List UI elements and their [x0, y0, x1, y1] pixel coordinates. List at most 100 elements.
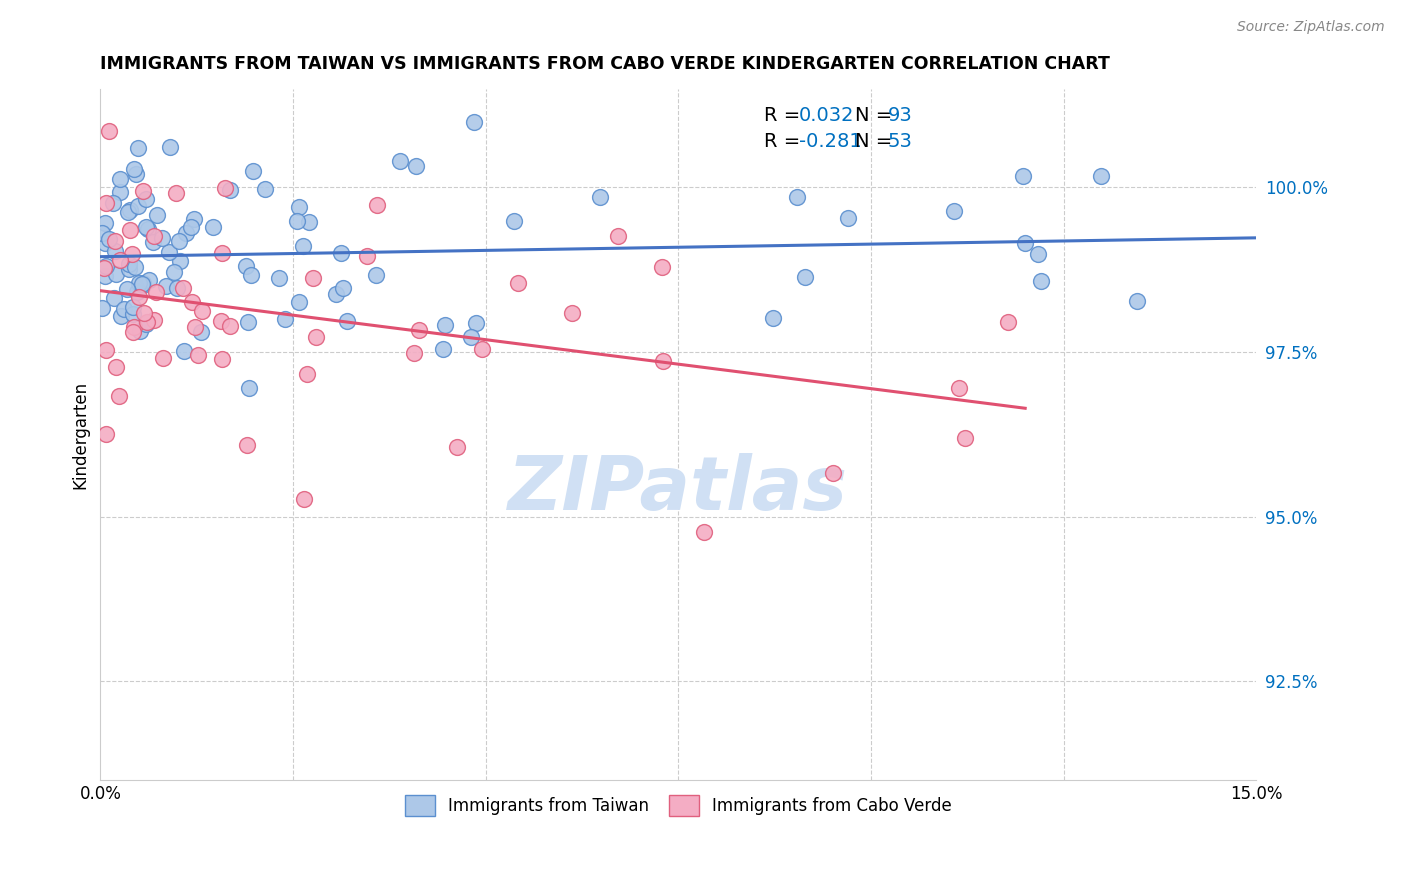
Point [561, 306, 583, 320]
Point [1012, 169, 1035, 184]
Point [98, 232, 121, 246]
Point [238, 381, 260, 395]
Point [201, 219, 224, 234]
Point [294, 491, 316, 506]
Point [238, 315, 260, 329]
Point [254, 182, 277, 196]
Point [1026, 246, 1049, 260]
Point [104, 234, 127, 248]
Point [465, 316, 488, 330]
Point [93, 216, 115, 230]
Point [1029, 274, 1052, 288]
Point [118, 223, 141, 237]
Point [174, 226, 197, 240]
Point [942, 204, 965, 219]
Y-axis label: Kindergarten: Kindergarten [72, 380, 89, 489]
Point [150, 230, 173, 244]
Point [997, 315, 1019, 329]
Point [214, 181, 236, 195]
Point [122, 307, 145, 321]
Point [823, 467, 845, 481]
Point [132, 278, 155, 293]
Point [651, 260, 673, 274]
Point [167, 234, 190, 248]
Point [1014, 235, 1036, 250]
Point [336, 314, 359, 328]
Point [132, 276, 155, 290]
Point [219, 183, 242, 197]
Point [219, 318, 242, 333]
Point [1126, 293, 1149, 308]
Point [235, 259, 257, 273]
Point [94, 196, 117, 211]
Point [209, 314, 232, 328]
Point [786, 190, 808, 204]
Point [138, 273, 160, 287]
Point [135, 220, 157, 235]
Point [402, 345, 425, 359]
Point [242, 164, 264, 178]
Point [131, 277, 153, 291]
Point [101, 195, 124, 210]
Point [118, 202, 141, 217]
Point [325, 287, 347, 301]
Point [366, 197, 388, 211]
Point [128, 277, 150, 291]
Point [122, 325, 145, 339]
Point [97, 124, 120, 138]
Point [503, 214, 526, 228]
Point [356, 249, 378, 263]
Text: -0.281: -0.281 [799, 132, 862, 152]
Point [142, 312, 165, 326]
Point [112, 302, 135, 317]
Point [405, 159, 427, 173]
Point [118, 258, 141, 272]
Point [110, 252, 132, 267]
Point [142, 229, 165, 244]
Point [152, 351, 174, 366]
Text: N =: N = [855, 106, 893, 125]
Point [121, 246, 143, 260]
Point [948, 380, 970, 394]
Point [288, 295, 311, 310]
Point [173, 343, 195, 358]
Point [274, 312, 297, 326]
Text: 0.032: 0.032 [799, 106, 853, 125]
Point [122, 161, 145, 176]
Point [103, 291, 125, 305]
Point [145, 285, 167, 300]
Point [131, 184, 153, 198]
Legend: Immigrants from Taiwan, Immigrants from Cabo Verde: Immigrants from Taiwan, Immigrants from … [396, 787, 960, 824]
Text: 53: 53 [887, 132, 912, 152]
Text: N =: N = [855, 132, 893, 152]
Point [169, 253, 191, 268]
Point [127, 140, 149, 154]
Point [94, 236, 117, 251]
Point [105, 359, 128, 374]
Point [432, 342, 454, 356]
Point [117, 205, 139, 219]
Point [94, 427, 117, 442]
Point [302, 270, 325, 285]
Text: IMMIGRANTS FROM TAIWAN VS IMMIGRANTS FROM CABO VERDE KINDERGARTEN CORRELATION CH: IMMIGRANTS FROM TAIWAN VS IMMIGRANTS FRO… [100, 55, 1111, 73]
Point [184, 319, 207, 334]
Point [606, 229, 628, 244]
Point [269, 271, 291, 285]
Point [794, 270, 817, 285]
Point [155, 278, 177, 293]
Point [127, 285, 149, 299]
Point [471, 342, 494, 356]
Point [146, 208, 169, 222]
Point [183, 211, 205, 226]
Text: R =: R = [763, 106, 800, 125]
Point [211, 351, 233, 366]
Point [142, 235, 165, 249]
Point [292, 239, 315, 253]
Point [762, 310, 785, 325]
Point [118, 262, 141, 277]
Point [955, 432, 977, 446]
Point [135, 192, 157, 206]
Point [180, 219, 202, 234]
Point [190, 304, 212, 318]
Point [190, 325, 212, 339]
